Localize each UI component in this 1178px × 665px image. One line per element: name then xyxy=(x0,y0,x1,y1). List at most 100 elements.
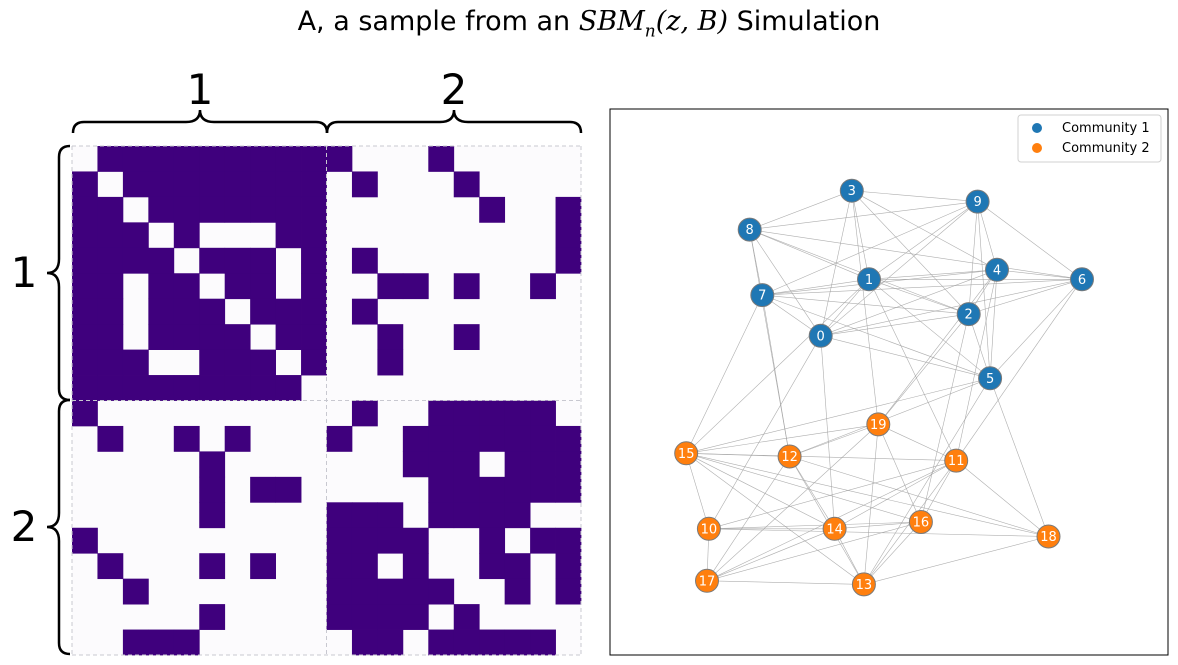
heatmap-cell-5-15 xyxy=(453,273,480,300)
network-frame xyxy=(609,108,1169,656)
network-node-9 xyxy=(965,189,990,214)
network-node-5 xyxy=(978,366,1003,391)
network-edge-1-15 xyxy=(685,279,870,454)
heatmap-cell-11-10 xyxy=(326,425,353,452)
heatmap-cell-19-16 xyxy=(479,629,506,656)
heatmap-cell-1-4 xyxy=(173,171,200,198)
network-edge-2-16 xyxy=(920,314,969,523)
heatmap-cell-5-12 xyxy=(377,273,404,300)
title-suffix: Simulation xyxy=(728,6,881,37)
heatmap-cell-7-0 xyxy=(72,324,98,350)
heatmap-cell-5-18 xyxy=(530,273,556,300)
heatmap-cell-4-1 xyxy=(97,247,124,274)
network-edge-13-17 xyxy=(706,580,864,585)
network-edge-5-15 xyxy=(686,378,991,454)
heatmap-cell-6-5 xyxy=(199,298,226,325)
network-node-label-3: 3 xyxy=(848,184,856,199)
network-edge-15-19 xyxy=(686,424,879,454)
network-edge-0-8 xyxy=(749,229,821,336)
heatmap-cell-3-4 xyxy=(173,222,200,249)
network-edge-3-19 xyxy=(851,190,879,425)
network-edge-15-16 xyxy=(686,453,921,523)
network-edge-6-11 xyxy=(955,279,1083,461)
network-edge-14-17 xyxy=(706,528,835,582)
heatmap-cell-19-17 xyxy=(504,629,531,656)
heatmap-cell-12-15 xyxy=(453,451,480,478)
network-node-4 xyxy=(985,257,1009,282)
heatmap-cell-9-3 xyxy=(148,375,175,401)
network-edge-0-9 xyxy=(820,201,978,337)
network-edge-5-12 xyxy=(789,378,991,457)
heatmap-cell-13-17 xyxy=(504,476,531,503)
heatmap-cell-11-6 xyxy=(224,425,251,452)
heatmap-cell-8-5 xyxy=(199,349,226,376)
heatmap-cell-5-6 xyxy=(224,273,251,300)
network-node-label-17: 17 xyxy=(699,574,716,589)
heatmap-cell-16-7 xyxy=(250,553,276,580)
heatmap-cell-16-19 xyxy=(555,553,582,580)
heatmap-cell-11-16 xyxy=(479,425,506,452)
heatmap-cell-7-15 xyxy=(453,324,480,350)
heatmap-cell-0-5 xyxy=(199,146,226,172)
network-edge-3-8 xyxy=(749,190,852,230)
figure-title: A, a sample from an SBMn(z, B) Simulatio… xyxy=(0,6,1178,41)
network-edge-10-18 xyxy=(708,528,1049,537)
heatmap-cell-4-9 xyxy=(301,247,327,274)
network-node-18 xyxy=(1036,524,1061,549)
heatmap-cell-5-1 xyxy=(97,273,124,300)
heatmap-cell-6-8 xyxy=(275,298,302,325)
heatmap-cell-14-16 xyxy=(479,502,506,529)
network-edge-6-8 xyxy=(749,229,1083,280)
heatmap-cell-14-10 xyxy=(326,502,353,529)
heatmap-cell-3-2 xyxy=(122,222,149,249)
heatmap-cell-19-15 xyxy=(453,629,480,656)
left-community-label-2: 2 xyxy=(11,502,38,551)
network-node-11 xyxy=(944,448,969,473)
heatmap-cell-10-14 xyxy=(428,400,455,427)
heatmap-cell-10-18 xyxy=(530,400,556,427)
heatmap-cell-8-2 xyxy=(122,349,149,376)
heatmap-cell-18-15 xyxy=(453,604,480,630)
network-node-label-14: 14 xyxy=(826,522,843,537)
network-node-label-9: 9 xyxy=(973,195,981,210)
heatmap-cell-0-7 xyxy=(250,146,276,172)
heatmap-cell-2-9 xyxy=(301,196,327,223)
heatmap-cell-15-10 xyxy=(326,527,353,554)
heatmap-cell-2-1 xyxy=(97,196,124,223)
legend: Community 1 Community 2 xyxy=(1017,114,1162,163)
heatmap-cell-17-13 xyxy=(402,578,429,605)
heatmap-cell-16-10 xyxy=(326,553,353,580)
network-edge-12-17 xyxy=(706,456,790,581)
network-edge-11-14 xyxy=(834,460,957,530)
network-edge-16-17 xyxy=(706,521,921,582)
heatmap-cell-4-11 xyxy=(351,247,378,274)
legend-label-community-1: Community 1 xyxy=(1062,121,1150,136)
heatmap-cell-13-18 xyxy=(530,476,556,503)
heatmap-cell-9-2 xyxy=(122,375,149,401)
network-node-1 xyxy=(857,267,881,292)
heatmap-cell-1-11 xyxy=(351,171,378,198)
heatmap-cell-6-9 xyxy=(301,298,327,325)
heatmap-cell-6-7 xyxy=(250,298,276,325)
heatmap-cell-4-3 xyxy=(148,247,175,274)
heatmap-cell-9-7 xyxy=(250,375,276,401)
title-math-args: (z, B) xyxy=(655,6,728,37)
heatmap-cell-13-14 xyxy=(428,476,455,503)
network-edge-12-18 xyxy=(789,456,1049,537)
heatmap-cell-16-13 xyxy=(402,553,429,580)
network-edge-14-16 xyxy=(834,521,921,530)
network-edge-0-2 xyxy=(820,313,969,337)
heatmap-cell-4-2 xyxy=(122,247,149,274)
heatmap-cell-2-3 xyxy=(148,196,175,223)
heatmap-cell-6-4 xyxy=(173,298,200,325)
network-edge-2-6 xyxy=(968,279,1083,315)
network-edge-0-5 xyxy=(820,335,991,379)
heatmap-cell-10-17 xyxy=(504,400,531,427)
heatmap-cell-9-1 xyxy=(97,375,124,401)
heatmap-cell-12-5 xyxy=(199,451,226,478)
heatmap-cell-2-5 xyxy=(199,196,226,223)
heatmap-cell-16-1 xyxy=(97,553,124,580)
heatmap-cell-15-16 xyxy=(479,527,506,554)
